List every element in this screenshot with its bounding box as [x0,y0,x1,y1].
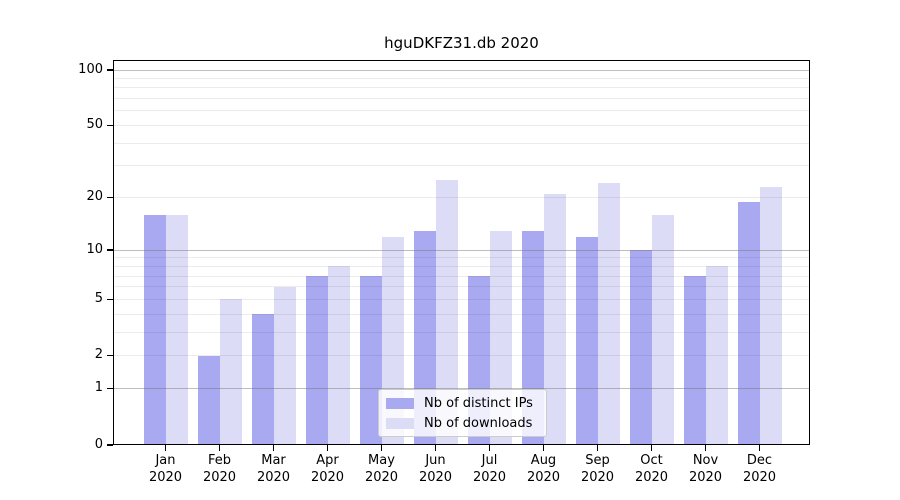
y-tick-label: 100 [78,61,103,77]
bar-distinct-ips-nov [683,276,706,445]
bar-distinct-ips-feb [197,355,220,445]
x-tick-label-may: May 2020 [364,453,399,485]
x-tick-label-oct: Oct 2020 [634,453,669,485]
y-tick-label: 1 [94,380,103,396]
bar-distinct-ips-apr [305,276,328,445]
y-gridline-minor-80 [113,87,810,89]
bar-downloads-sep [597,183,620,445]
bar-downloads-aug [543,193,566,445]
x-tick-label-dec: Dec 2020 [742,453,777,485]
x-tick-label-apr: Apr 2020 [310,453,345,485]
x-tick-label-jun: Jun 2020 [418,453,453,485]
y-gridline-minor-50 [113,125,810,127]
x-tick [434,445,437,451]
legend-swatch-downloads [386,417,414,429]
x-tick [164,445,167,451]
y-gridline-minor-2 [113,355,810,357]
x-tick [218,445,221,451]
y-gridline-major-1 [113,388,810,390]
bar-downloads-oct [651,214,674,445]
legend-item-downloads: Nb of downloads [386,416,546,431]
x-tick [596,445,599,451]
y-gridline-minor-90 [113,77,810,79]
x-tick-label-jul: Jul 2020 [472,453,507,485]
bar-downloads-jun [435,180,458,445]
y-tick-label: 50 [86,117,103,133]
bar-distinct-ips-oct [629,250,652,445]
y-tick [107,196,113,199]
y-gridline-minor-5 [113,298,810,300]
bar-downloads-mar [273,286,296,445]
x-tick [380,445,383,451]
y-gridline-major-10 [113,249,810,251]
y-gridline-major-100 [113,69,810,71]
y-tick-label: 2 [94,347,103,363]
y-tick [107,354,113,357]
bar-distinct-ips-dec [737,201,760,445]
x-tick-label-sep: Sep 2020 [580,453,615,485]
bar-downloads-apr [327,266,350,445]
x-tick-label-nov: Nov 2020 [688,453,723,485]
chart-title: hguDKFZ31.db 2020 [384,34,539,52]
bar-distinct-ips-may [359,276,382,445]
x-tick [758,445,761,451]
x-tick [272,445,275,451]
legend-label-downloads: Nb of downloads [424,415,533,431]
x-tick-label-aug: Aug 2020 [526,453,561,485]
y-tick [107,249,113,251]
y-tick [107,298,113,301]
bar-distinct-ips-jan [143,214,166,445]
y-gridline-minor-9 [113,257,810,259]
y-gridline-minor-30 [113,165,810,167]
y-gridline-minor-60 [113,110,810,112]
bar-downloads-dec [759,186,782,445]
bar-distinct-ips-sep [575,236,598,445]
legend-label-distinct-ips: Nb of distinct IPs [424,395,533,411]
y-tick [107,387,113,390]
y-tick-label: 0 [94,436,103,452]
y-gridline-minor-7 [113,275,810,277]
x-tick [704,445,707,451]
x-tick [488,445,491,451]
y-gridline-minor-4 [113,313,810,315]
x-tick-label-mar: Mar 2020 [256,453,291,485]
y-tick-label: 5 [94,290,103,306]
bar-distinct-ips-mar [251,314,274,445]
y-gridline-minor-70 [113,98,810,100]
y-gridline-minor-8 [113,265,810,267]
legend: Nb of distinct IPs Nb of downloads [378,389,547,437]
x-tick [542,445,545,451]
x-tick-label-feb: Feb 2020 [202,453,237,485]
y-tick [107,69,113,71]
y-gridline-minor-6 [113,286,810,288]
y-gridline-minor-40 [113,142,810,144]
y-tick-label: 20 [86,189,103,205]
y-tick [107,124,113,127]
x-tick [650,445,653,451]
y-gridline-minor-20 [113,197,810,199]
y-tick-label: 10 [86,241,103,257]
y-tick [107,444,113,446]
legend-item-distinct-ips: Nb of distinct IPs [386,396,546,411]
x-tick-label-jan: Jan 2020 [148,453,183,485]
legend-swatch-distinct-ips [386,397,414,409]
bar-downloads-jan [165,214,188,445]
bar-downloads-feb [219,299,242,445]
x-tick [326,445,329,451]
y-gridline-minor-3 [113,331,810,333]
bar-downloads-nov [705,266,728,445]
